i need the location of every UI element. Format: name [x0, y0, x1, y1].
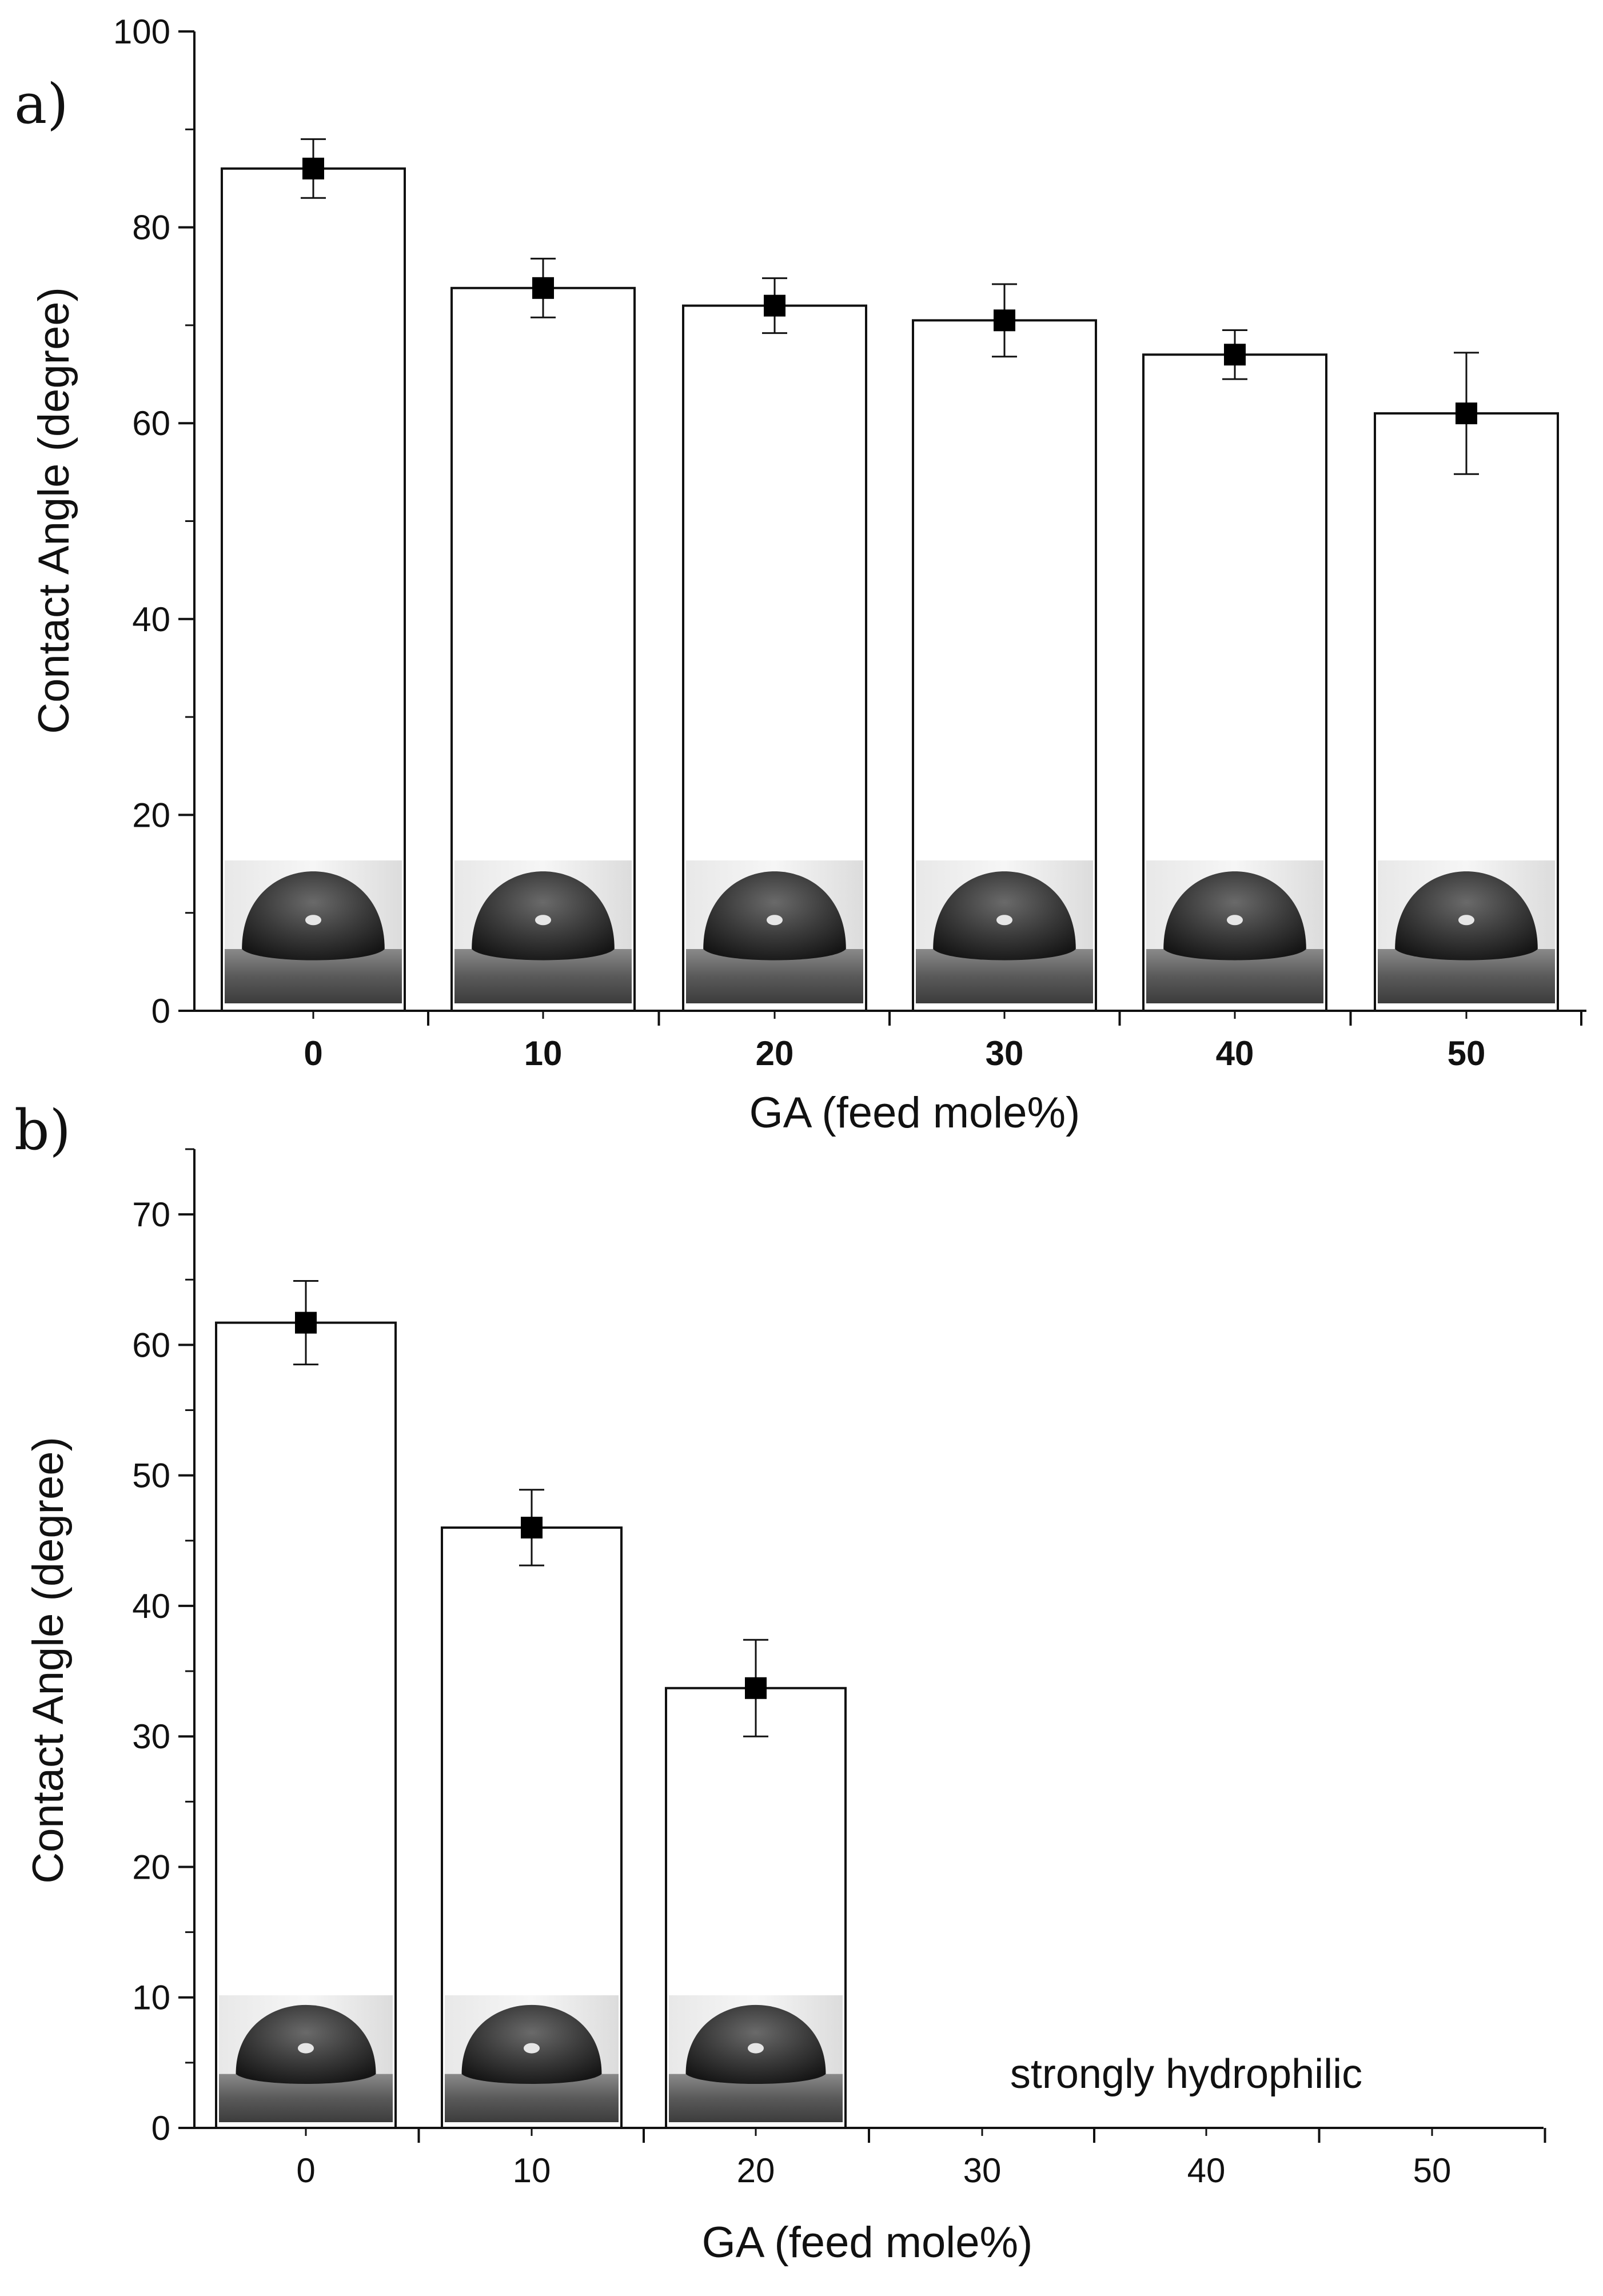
a-y-tick-label-100: 100 — [113, 13, 170, 51]
panel-b-y-axis-title: Contact Angle (degree) — [24, 1437, 73, 1884]
a-y-tick-label-80: 80 — [132, 209, 170, 247]
b-y-tick-label-0: 0 — [151, 2109, 170, 2147]
b-mean-marker-10 — [521, 1516, 543, 1538]
b-y-tick-label-10: 10 — [132, 1979, 170, 2017]
b-droplet-photo-10 — [445, 1995, 619, 2122]
a-mean-marker-40 — [1224, 344, 1246, 366]
panel-a-x-axis-title: GA (feed mole%) — [749, 1089, 1080, 1137]
a-x-tick-label-10: 10 — [524, 1034, 563, 1073]
b-x-tick-label-0: 0 — [296, 2151, 315, 2190]
a-droplet-photo-50 — [1378, 860, 1555, 1003]
b-droplet-highlight-10 — [524, 2043, 540, 2054]
b-droplet-highlight-20 — [748, 2043, 764, 2054]
a-mean-marker-10 — [532, 277, 554, 299]
a-x-tick-label-40: 40 — [1216, 1034, 1254, 1073]
panel-b: b) 0 10 20 30 40 50 60 70 0 10 20 30 40 50 strongly … — [14, 1098, 1546, 2267]
a-x-tick-label-20: 20 — [756, 1034, 794, 1073]
a-mean-marker-50 — [1456, 402, 1477, 425]
b-droplet-highlight-0 — [298, 2043, 314, 2054]
a-y-tick-label-0: 0 — [151, 992, 170, 1030]
b-y-tick-label-50: 50 — [132, 1457, 170, 1495]
a-droplet-photo-20 — [686, 860, 863, 1003]
b-x-tick-label-10: 10 — [513, 2151, 551, 2190]
b-droplet-photo-0 — [219, 1995, 393, 2122]
panel-b-plot — [193, 1149, 1544, 2130]
b-y-tick-label-30: 30 — [132, 1717, 170, 1756]
a-y-tick-label-20: 20 — [132, 796, 170, 834]
panel-a-y-ticks: 0 20 40 60 80 100 — [113, 13, 194, 1030]
b-mean-marker-20 — [745, 1677, 767, 1699]
a-y-tick-label-40: 40 — [132, 600, 170, 639]
panel-b-x-ticks: 0 10 20 30 40 50 — [296, 2128, 1546, 2190]
strongly-hydrophilic-annotation: strongly hydrophilic — [1010, 2051, 1362, 2097]
a-droplet-highlight-20 — [767, 915, 783, 926]
b-x-tick-label-50: 50 — [1413, 2151, 1452, 2190]
panel-a: a) 0 20 40 60 80 100 0 10 20 30 40 50 GA (feed mol… — [14, 13, 1586, 1137]
panel-label-a: a) — [14, 72, 69, 136]
a-mean-marker-0 — [302, 157, 324, 180]
a-mean-marker-30 — [994, 309, 1015, 332]
a-droplet-highlight-30 — [996, 915, 1012, 926]
panel-b-y-ticks: 0 10 20 30 40 50 60 70 — [132, 1148, 194, 2147]
a-droplet-highlight-40 — [1227, 915, 1243, 926]
a-droplet-photo-10 — [454, 860, 632, 1003]
b-y-tick-label-70: 70 — [132, 1195, 170, 1234]
panel-b-x-axis-title: GA (feed mole%) — [702, 2218, 1033, 2267]
a-x-tick-label-50: 50 — [1448, 1034, 1486, 1073]
a-mean-marker-20 — [764, 294, 785, 317]
a-x-tick-label-30: 30 — [986, 1034, 1024, 1073]
a-droplet-highlight-10 — [535, 915, 551, 926]
b-bar-0 — [215, 1321, 397, 2129]
b-x-tick-label-20: 20 — [737, 2151, 775, 2190]
a-droplet-highlight-50 — [1458, 915, 1474, 926]
a-droplet-photo-30 — [916, 860, 1093, 1003]
a-droplet-photo-40 — [1146, 860, 1323, 1003]
a-droplet-photo-0 — [225, 860, 402, 1003]
panel-a-plot — [193, 31, 1586, 1013]
b-x-tick-label-40: 40 — [1187, 2151, 1226, 2190]
b-y-tick-label-20: 20 — [132, 1848, 170, 1886]
panel-a-y-axis-title: Contact Angle (degree) — [30, 287, 78, 734]
a-droplet-highlight-0 — [305, 915, 321, 926]
b-droplet-photo-20 — [669, 1995, 843, 2122]
b-x-tick-label-30: 30 — [963, 2151, 1002, 2190]
panel-a-x-ticks: 0 10 20 30 40 50 — [304, 1011, 1582, 1073]
panel-label-b: b) — [14, 1098, 71, 1162]
b-mean-marker-0 — [295, 1312, 317, 1334]
a-y-tick-label-60: 60 — [132, 404, 170, 443]
b-y-tick-label-40: 40 — [132, 1587, 170, 1625]
a-x-tick-label-0: 0 — [304, 1034, 322, 1073]
b-y-tick-label-60: 60 — [132, 1326, 170, 1364]
